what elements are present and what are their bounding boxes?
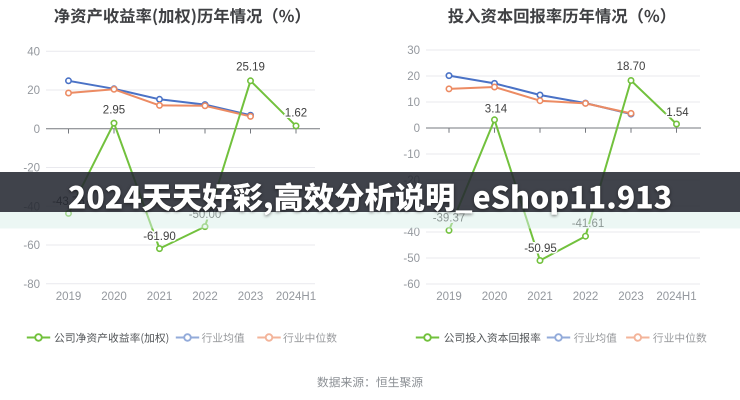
- svg-text:2019: 2019: [436, 291, 462, 303]
- svg-text:2019: 2019: [56, 291, 82, 303]
- svg-text:-40: -40: [403, 227, 420, 239]
- svg-text:0: 0: [414, 123, 420, 135]
- svg-text:40: 40: [27, 46, 40, 58]
- svg-text:3.14: 3.14: [485, 104, 508, 116]
- svg-text:0: 0: [34, 124, 40, 136]
- svg-text:18.70: 18.70: [617, 61, 646, 73]
- svg-text:-60: -60: [23, 240, 40, 252]
- svg-text:2022: 2022: [192, 291, 218, 303]
- svg-text:10: 10: [407, 97, 420, 109]
- svg-text:2021: 2021: [147, 291, 173, 303]
- svg-text:2023: 2023: [238, 291, 264, 303]
- svg-text:-50: -50: [403, 253, 420, 265]
- svg-text:-80: -80: [23, 279, 40, 291]
- svg-text:2024H1: 2024H1: [656, 291, 696, 303]
- svg-text:-20: -20: [23, 163, 40, 175]
- svg-text:2020: 2020: [482, 291, 508, 303]
- svg-text:-10: -10: [403, 149, 420, 161]
- svg-text:1.62: 1.62: [285, 107, 307, 119]
- svg-text:2021: 2021: [527, 291, 553, 303]
- svg-text:-50.95: -50.95: [524, 243, 557, 255]
- svg-text:-61.90: -61.90: [143, 231, 176, 243]
- svg-text:2.95: 2.95: [103, 105, 125, 117]
- svg-text:2023: 2023: [618, 291, 644, 303]
- svg-text:1.54: 1.54: [666, 107, 689, 119]
- svg-text:-60: -60: [403, 279, 420, 291]
- svg-text:20: 20: [407, 71, 420, 83]
- svg-text:20: 20: [27, 85, 40, 97]
- svg-text:2020: 2020: [101, 291, 127, 303]
- svg-text:2024H1: 2024H1: [276, 291, 316, 303]
- svg-text:25.19: 25.19: [236, 62, 265, 74]
- svg-text:2022: 2022: [573, 291, 599, 303]
- svg-text:30: 30: [407, 45, 420, 57]
